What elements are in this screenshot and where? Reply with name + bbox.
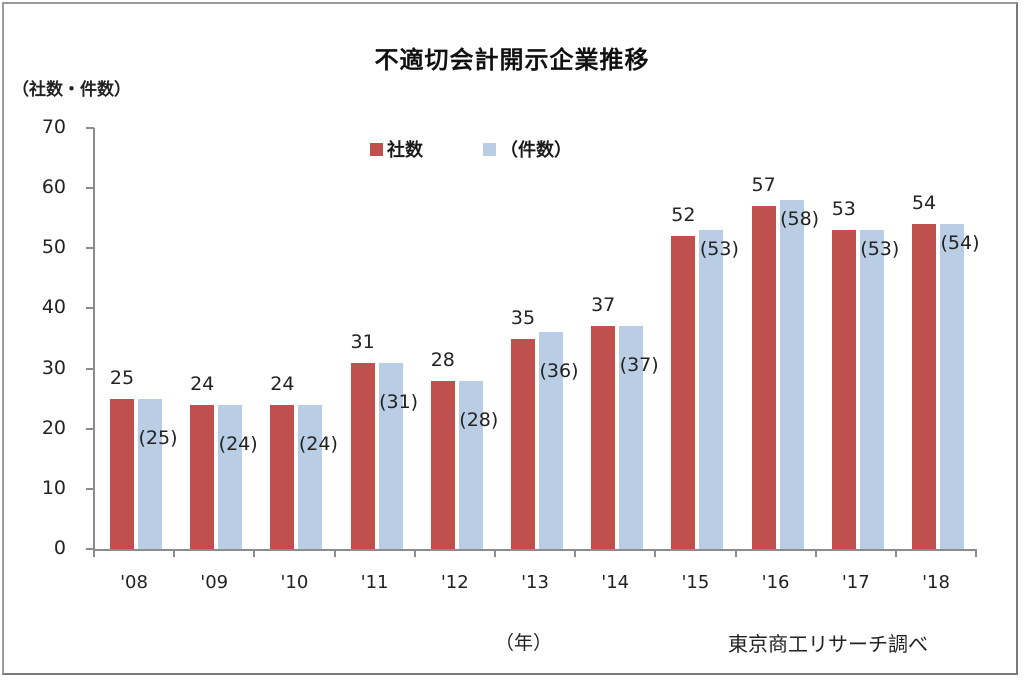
bar-companies xyxy=(430,380,455,549)
x-tick xyxy=(814,549,817,557)
bar-companies xyxy=(751,206,776,549)
bar-cases xyxy=(378,362,403,549)
value-label-cases: (58) xyxy=(780,208,820,231)
value-label-cases: (24) xyxy=(218,432,258,455)
bar-cases xyxy=(619,326,644,549)
bar-cases xyxy=(458,380,483,549)
bar-companies xyxy=(831,230,856,549)
bar-cases xyxy=(298,404,323,549)
legend-label-cases: （件数） xyxy=(500,140,572,161)
y-axis xyxy=(93,128,95,550)
y-tick xyxy=(86,187,94,190)
x-tick xyxy=(333,549,336,557)
x-tick-label: '08 xyxy=(120,572,148,593)
y-tick-label: 50 xyxy=(41,236,66,259)
bar-companies xyxy=(912,224,936,549)
x-tick-label: '13 xyxy=(521,572,549,593)
value-label-cases: (53) xyxy=(860,238,900,261)
value-label-companies: 37 xyxy=(591,294,616,317)
value-label-companies: 28 xyxy=(430,348,455,371)
value-label-cases: (24) xyxy=(298,432,338,455)
y-tick-label: 0 xyxy=(53,537,66,559)
value-label-companies: 25 xyxy=(109,366,135,389)
legend-item-companies: 社数 xyxy=(370,136,423,162)
y-tick-label: 20 xyxy=(41,416,66,439)
x-tick-label: '11 xyxy=(360,572,389,593)
x-tick-label: '16 xyxy=(761,572,790,593)
source-note: 東京商工リサーチ調べ xyxy=(728,632,928,656)
y-tick xyxy=(86,367,94,370)
legend-item-cases: （件数） xyxy=(483,136,572,162)
x-tick xyxy=(253,549,256,557)
x-tick xyxy=(413,549,416,557)
value-label-cases: (31) xyxy=(379,390,419,413)
legend: 社数 （件数） xyxy=(370,136,572,162)
x-axis xyxy=(93,549,976,551)
chart-title: 不適切会計開示企業推移 xyxy=(374,46,650,74)
bar-companies xyxy=(110,398,134,549)
legend-swatch-companies xyxy=(370,142,383,156)
x-tick-label: '12 xyxy=(440,572,469,593)
x-tick xyxy=(895,549,897,557)
value-label-cases: (25) xyxy=(138,426,178,449)
bar-companies xyxy=(671,236,696,549)
bar-companies xyxy=(591,326,616,549)
x-tick xyxy=(734,549,737,557)
bar-cases xyxy=(940,224,964,549)
value-label-companies: 53 xyxy=(831,198,856,221)
bar-cases xyxy=(218,404,243,549)
legend-label-companies: 社数 xyxy=(387,140,423,161)
y-axis-label: （社数・件数） xyxy=(12,80,131,100)
bar-cases xyxy=(779,200,804,549)
value-label-companies: 54 xyxy=(911,192,937,215)
value-label-cases: (37) xyxy=(619,354,659,377)
value-label-companies: 31 xyxy=(350,330,375,353)
value-label-companies: 24 xyxy=(270,372,295,395)
bar-cases xyxy=(859,230,884,549)
y-tick xyxy=(86,247,94,250)
value-label-cases: (28) xyxy=(459,408,499,431)
y-tick xyxy=(86,307,94,310)
y-tick xyxy=(86,427,94,430)
bar-cases xyxy=(138,398,162,549)
x-tick xyxy=(654,549,657,557)
x-tick-label: '15 xyxy=(681,572,710,593)
x-tick-label: '09 xyxy=(200,572,229,593)
y-tick xyxy=(86,548,94,550)
bar-cases xyxy=(699,230,724,549)
bar-companies xyxy=(350,362,375,549)
x-tick-label: '14 xyxy=(601,572,630,593)
y-tick-label: 70 xyxy=(41,116,66,138)
legend-swatch-cases xyxy=(483,142,496,156)
x-tick-label: '17 xyxy=(841,572,870,593)
x-tick xyxy=(975,549,978,557)
y-tick-label: 40 xyxy=(41,296,66,319)
y-tick-label: 60 xyxy=(41,176,66,199)
y-tick xyxy=(86,127,94,129)
x-tick xyxy=(173,549,176,557)
y-tick xyxy=(86,487,94,490)
value-label-cases: (36) xyxy=(539,360,579,383)
value-label-companies: 35 xyxy=(510,306,536,329)
x-tick-label: '10 xyxy=(280,572,309,593)
value-label-cases: (53) xyxy=(699,238,739,261)
value-label-companies: 57 xyxy=(751,174,776,197)
bar-companies xyxy=(270,404,295,549)
x-tick-label: '18 xyxy=(922,572,950,593)
y-tick-label: 30 xyxy=(41,356,66,379)
x-tick xyxy=(574,549,577,557)
x-tick xyxy=(494,549,496,557)
bar-cases xyxy=(539,332,563,549)
bar-companies xyxy=(190,404,215,549)
value-label-companies: 52 xyxy=(671,204,696,227)
y-tick-label: 10 xyxy=(41,476,66,499)
x-axis-label: （年） xyxy=(495,632,553,654)
bar-companies xyxy=(511,338,535,549)
value-label-cases: (54) xyxy=(940,232,980,255)
x-tick xyxy=(93,549,95,557)
value-label-companies: 24 xyxy=(190,372,215,395)
